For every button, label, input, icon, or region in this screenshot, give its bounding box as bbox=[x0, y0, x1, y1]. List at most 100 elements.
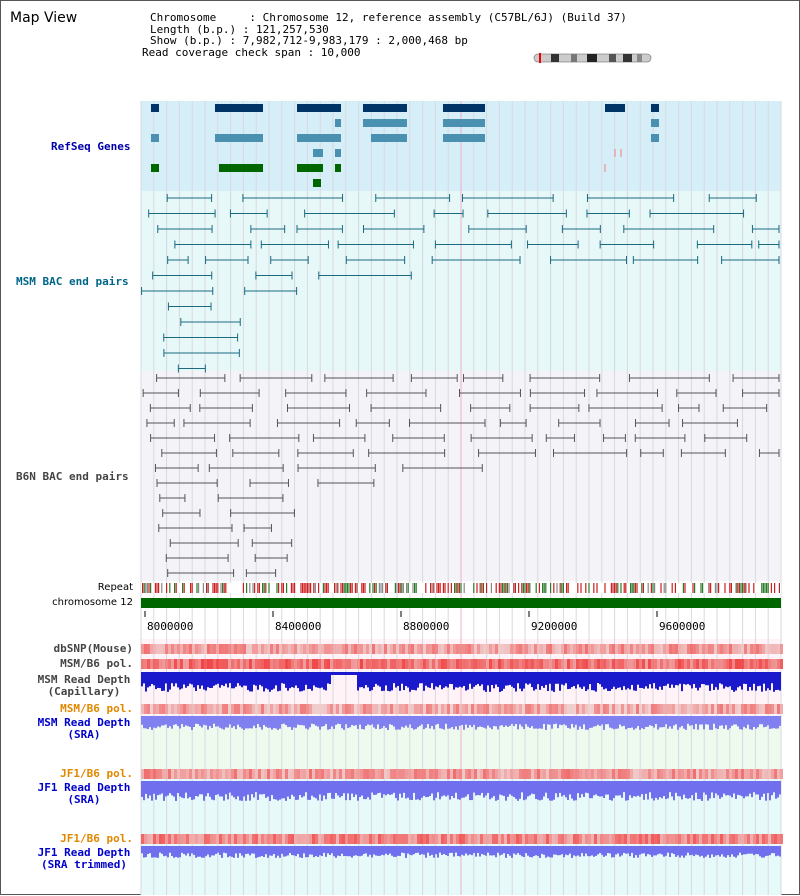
pol-cell bbox=[171, 834, 174, 844]
pol-cell bbox=[753, 659, 756, 669]
depth-bar bbox=[231, 846, 233, 857]
refseq-gene bbox=[297, 104, 341, 112]
depth-bar bbox=[389, 672, 391, 692]
depth-bar bbox=[613, 716, 615, 730]
pol-cell bbox=[534, 769, 537, 779]
depth-bar bbox=[701, 846, 703, 856]
depth-bar bbox=[339, 716, 341, 725]
pol-cell bbox=[510, 659, 513, 669]
pol-cell bbox=[147, 834, 150, 844]
msm-pol-label: MSM/B6 pol. bbox=[60, 657, 133, 670]
depth-bar bbox=[263, 672, 265, 692]
depth-bar bbox=[209, 846, 211, 858]
depth-bar bbox=[141, 716, 143, 725]
depth-bar bbox=[557, 672, 559, 684]
pol-cell bbox=[567, 659, 570, 669]
depth-bar bbox=[291, 672, 293, 688]
depth-bar bbox=[769, 781, 771, 801]
depth-bar bbox=[569, 781, 571, 795]
depth-bar bbox=[585, 781, 587, 793]
depth-bar bbox=[337, 846, 339, 856]
depth-bar bbox=[327, 672, 329, 684]
pol-cell bbox=[288, 834, 291, 844]
depth-bar bbox=[381, 716, 383, 729]
depth-bar bbox=[251, 846, 253, 854]
depth-bar bbox=[285, 781, 287, 801]
depth-bar bbox=[621, 781, 623, 798]
pol-cell bbox=[630, 644, 633, 654]
depth-bar bbox=[279, 716, 281, 729]
pol-cell bbox=[408, 704, 411, 714]
pol-cell bbox=[714, 644, 717, 654]
depth-bar bbox=[645, 781, 647, 794]
chromosome-bar bbox=[141, 598, 781, 608]
depth-bar bbox=[385, 781, 387, 796]
pol-cell bbox=[456, 769, 459, 779]
pol-cell bbox=[756, 769, 759, 779]
repeat-mark bbox=[196, 583, 198, 593]
depth-bar bbox=[633, 846, 635, 858]
repeat-mark bbox=[143, 583, 145, 593]
depth-bar bbox=[169, 846, 171, 853]
pol-cell bbox=[204, 769, 207, 779]
depth-bar bbox=[549, 781, 551, 801]
depth-bar bbox=[263, 781, 265, 794]
depth-bar bbox=[577, 781, 579, 794]
chromosome-info: Chromosome : Chromosome 12, reference as… bbox=[142, 12, 627, 58]
depth-bar bbox=[503, 716, 505, 727]
depth-bar bbox=[453, 846, 455, 857]
repeat-mark bbox=[346, 583, 348, 593]
depth-bar bbox=[501, 672, 503, 691]
depth-bar bbox=[667, 846, 669, 853]
chromosome-ideogram[interactable] bbox=[531, 53, 653, 63]
pol-cell bbox=[360, 704, 363, 714]
depth-bar bbox=[703, 846, 705, 858]
pol-cell bbox=[408, 769, 411, 779]
pol-cell bbox=[633, 834, 636, 844]
pol-cell bbox=[366, 834, 369, 844]
depth-bar bbox=[277, 672, 279, 692]
depth-bar bbox=[371, 716, 373, 725]
pol-cell bbox=[603, 659, 606, 669]
pol-cell bbox=[396, 659, 399, 669]
depth-bar bbox=[317, 672, 319, 688]
depth-bar bbox=[385, 672, 387, 686]
depth-bar bbox=[409, 781, 411, 800]
pol-cell bbox=[276, 769, 279, 779]
pol-cell bbox=[228, 644, 231, 654]
depth-bar bbox=[705, 672, 707, 686]
depth-bar bbox=[197, 846, 199, 857]
pol-cell bbox=[414, 769, 417, 779]
pol-cell bbox=[555, 769, 558, 779]
repeat-mark bbox=[518, 583, 520, 593]
depth-bar bbox=[769, 846, 771, 856]
depth-bar bbox=[261, 846, 263, 857]
depth-bar bbox=[209, 781, 211, 797]
pol-cell bbox=[459, 834, 462, 844]
depth-bar bbox=[745, 716, 747, 729]
depth-bar bbox=[243, 716, 245, 730]
depth-bar bbox=[599, 781, 601, 797]
depth-bar bbox=[697, 846, 699, 856]
pol-cell bbox=[144, 644, 147, 654]
pol-cell bbox=[474, 704, 477, 714]
pol-cell bbox=[666, 659, 669, 669]
repeat-mark bbox=[207, 583, 209, 593]
pol-cell bbox=[396, 704, 399, 714]
depth-bar bbox=[173, 672, 175, 687]
pol-cell bbox=[258, 769, 261, 779]
pol-cell bbox=[345, 659, 348, 669]
repeat-mark bbox=[561, 583, 563, 593]
depth-bar bbox=[711, 716, 713, 730]
repeat-mark bbox=[490, 583, 492, 593]
pol-cell bbox=[594, 834, 597, 844]
pol-cell bbox=[489, 834, 492, 844]
pol-cell bbox=[261, 659, 264, 669]
pol-cell bbox=[258, 834, 261, 844]
depth-bar bbox=[435, 716, 437, 725]
depth-bar bbox=[527, 716, 529, 727]
depth-bar bbox=[457, 846, 459, 857]
repeat-mark bbox=[322, 583, 324, 593]
depth-bar bbox=[533, 781, 535, 795]
